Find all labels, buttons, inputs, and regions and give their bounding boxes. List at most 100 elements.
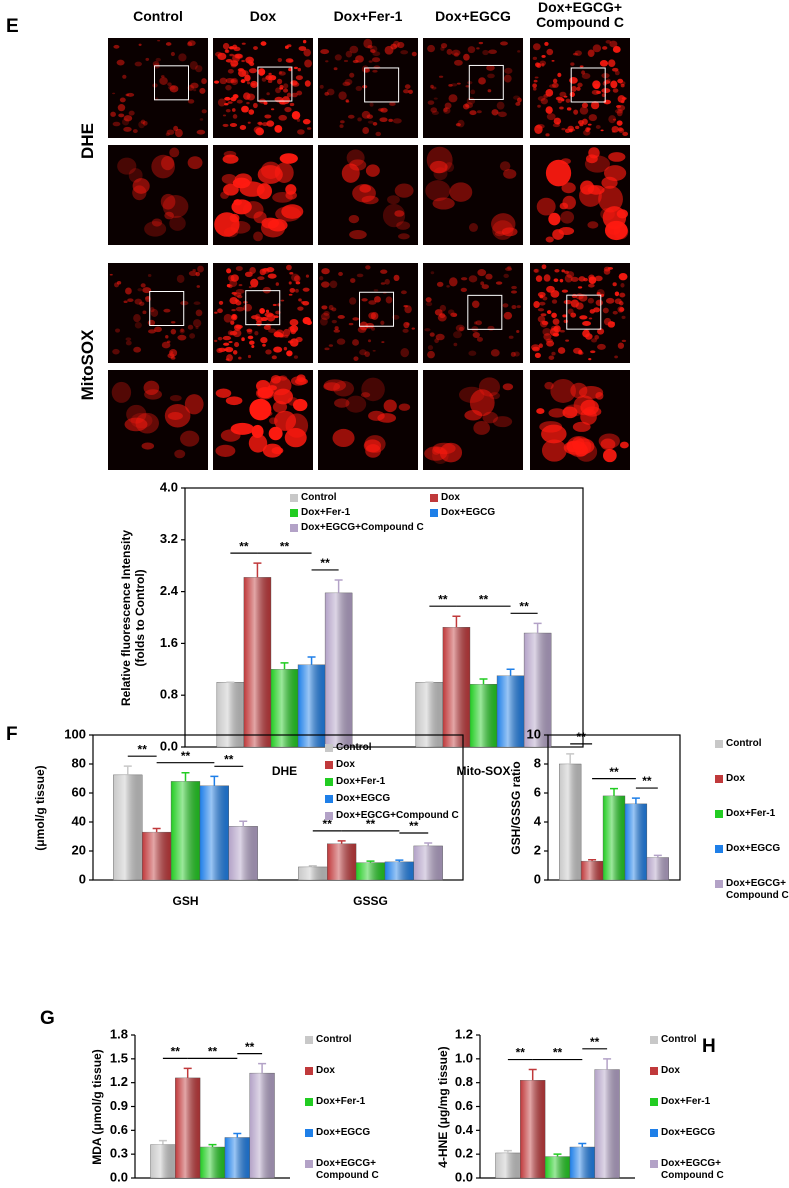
cell [591, 338, 598, 343]
cell [476, 47, 480, 50]
cell [323, 379, 347, 392]
cell [566, 107, 572, 111]
cell [361, 377, 385, 402]
y-axis-label: (μmol/g tissue) [33, 764, 47, 851]
cell [588, 317, 593, 320]
cell [608, 59, 616, 67]
legend-swatch [650, 1129, 658, 1137]
cell [581, 72, 591, 80]
cell [533, 87, 537, 91]
micrograph [423, 145, 523, 245]
y-axis-label: GSH/GSSG ratio [509, 760, 523, 855]
cell [245, 56, 254, 64]
legend-label: Dox+EGCG [316, 1127, 371, 1138]
cell [372, 349, 376, 352]
cell [257, 68, 266, 76]
cell [229, 213, 240, 223]
cell [577, 82, 583, 88]
cell [390, 43, 398, 50]
cell [265, 75, 273, 81]
cell [543, 333, 552, 341]
cell [291, 92, 298, 98]
significance-label: ** [320, 556, 330, 570]
cell [333, 380, 355, 397]
cell [573, 109, 579, 115]
cell [117, 104, 126, 112]
cell [218, 347, 226, 353]
row-label: MitoSOX [78, 329, 97, 401]
bar-shade [524, 633, 552, 747]
cell [294, 275, 301, 283]
error-bar [503, 1149, 512, 1153]
cell [187, 99, 195, 104]
cell [291, 110, 301, 120]
cell [142, 120, 148, 126]
bar-shade [520, 1080, 546, 1178]
cell [436, 281, 444, 287]
cell [319, 84, 324, 89]
cell [378, 108, 384, 112]
cell [373, 289, 379, 292]
cell [260, 317, 268, 322]
cell [557, 72, 562, 78]
cell [169, 394, 182, 402]
micrograph [318, 38, 418, 138]
cell [560, 210, 575, 224]
cell [476, 110, 482, 114]
column-label: Dox+EGCG [435, 8, 511, 24]
cell [617, 306, 624, 313]
cell [266, 92, 270, 96]
cell [229, 122, 238, 128]
cell [148, 329, 156, 334]
cell [195, 65, 203, 73]
cell [582, 329, 590, 338]
error-bar [181, 771, 190, 782]
cell [336, 338, 346, 345]
cell [503, 168, 517, 179]
cell [277, 57, 283, 63]
cell [453, 52, 459, 57]
cell [537, 291, 546, 298]
cell [571, 293, 578, 299]
cell [458, 386, 485, 403]
cell [617, 95, 626, 103]
cell [272, 303, 277, 307]
cell [227, 284, 233, 289]
cell [252, 102, 258, 109]
y-axis-label: Relative fluorescence Intensity (folds t… [119, 529, 147, 706]
cell [429, 332, 435, 337]
cell [431, 86, 437, 90]
cell [319, 317, 328, 326]
cell [123, 300, 128, 304]
significance-label: ** [208, 1045, 218, 1059]
significance-label: ** [239, 539, 249, 553]
cell [604, 220, 628, 241]
cell [430, 107, 438, 113]
cell [289, 272, 294, 275]
cell [279, 334, 285, 338]
y-tick-label: 1.0 [455, 1050, 473, 1065]
legend-label: Dox [441, 492, 460, 503]
cell [254, 330, 259, 336]
micrograph-bg [423, 38, 523, 138]
cell [541, 63, 545, 67]
cell [296, 90, 303, 96]
legend-swatch [305, 1036, 313, 1044]
cell [201, 78, 207, 85]
cell [487, 325, 495, 331]
zoom-box [359, 291, 395, 327]
cell [218, 300, 224, 305]
bar-shade [249, 1073, 275, 1178]
cell [375, 131, 382, 137]
cell [587, 297, 595, 304]
cell [261, 77, 267, 82]
cell [262, 343, 266, 347]
cell [297, 306, 304, 311]
cell [615, 105, 622, 108]
cell [612, 67, 619, 72]
cell [138, 121, 145, 129]
cell [247, 121, 251, 124]
significance-label: ** [642, 774, 652, 788]
significance-label: ** [479, 592, 489, 606]
